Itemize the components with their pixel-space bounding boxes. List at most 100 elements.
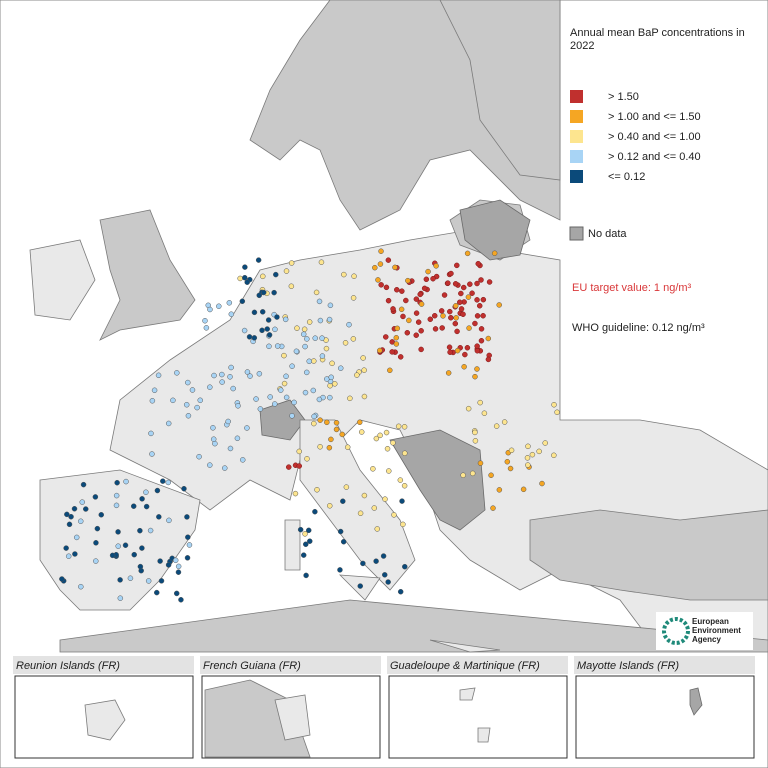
- station: [323, 345, 330, 352]
- eu-target: EU target value: 1 ng/m³: [572, 282, 692, 294]
- station: [184, 514, 190, 520]
- station: [378, 282, 384, 288]
- station: [341, 271, 347, 278]
- station: [293, 348, 300, 355]
- station: [385, 297, 392, 304]
- station: [239, 457, 246, 463]
- station: [114, 479, 120, 486]
- station: [228, 364, 234, 371]
- station: [421, 285, 428, 292]
- station: [92, 494, 99, 500]
- station: [431, 312, 438, 319]
- station: [73, 534, 80, 541]
- legend-label: > 0.40 and <= 1.00: [608, 131, 701, 143]
- station: [415, 319, 422, 325]
- station: [395, 423, 402, 430]
- station: [418, 346, 424, 353]
- station: [283, 268, 290, 274]
- station: [239, 298, 246, 305]
- station: [300, 331, 307, 337]
- station: [351, 273, 357, 279]
- station: [305, 527, 312, 534]
- station: [372, 264, 378, 271]
- station: [274, 343, 281, 349]
- station: [185, 412, 192, 419]
- station: [402, 450, 408, 456]
- station: [307, 538, 313, 544]
- station: [382, 496, 388, 502]
- station: [400, 521, 406, 528]
- station: [289, 413, 295, 419]
- station: [137, 563, 144, 570]
- inset-land: [477, 727, 491, 743]
- station: [154, 487, 161, 494]
- station: [347, 395, 353, 402]
- station: [399, 498, 405, 504]
- station: [291, 399, 297, 406]
- station: [117, 577, 123, 583]
- station: [311, 413, 317, 420]
- station: [340, 538, 347, 545]
- legend-swatch: [570, 90, 583, 103]
- station: [194, 404, 200, 411]
- station: [373, 558, 379, 564]
- station: [68, 513, 74, 520]
- station: [185, 534, 191, 540]
- station: [343, 484, 350, 490]
- station: [445, 370, 452, 376]
- station: [216, 303, 222, 310]
- station: [392, 264, 398, 271]
- station: [165, 562, 172, 568]
- ireland: [29, 239, 96, 321]
- station: [507, 465, 514, 472]
- station: [189, 387, 196, 393]
- station: [466, 325, 472, 331]
- station: [94, 525, 101, 532]
- station: [467, 281, 473, 287]
- station: [311, 358, 317, 364]
- station: [266, 332, 273, 338]
- station: [139, 545, 145, 551]
- station: [300, 552, 307, 558]
- station: [259, 327, 265, 334]
- station: [438, 308, 445, 314]
- finland: [439, 0, 561, 181]
- station: [227, 445, 234, 452]
- station: [430, 275, 436, 282]
- station: [257, 406, 264, 412]
- station: [285, 464, 292, 470]
- station: [259, 309, 266, 315]
- station: [554, 409, 560, 416]
- station: [472, 438, 479, 444]
- station: [143, 503, 150, 510]
- station: [327, 394, 333, 401]
- inset-land: [84, 699, 126, 741]
- station: [242, 274, 248, 281]
- station: [314, 486, 320, 493]
- station: [358, 429, 365, 435]
- station: [398, 306, 405, 313]
- station: [127, 575, 134, 582]
- station: [149, 451, 155, 457]
- inset-land: [274, 694, 311, 741]
- station: [460, 284, 467, 291]
- station: [297, 526, 304, 533]
- station: [453, 315, 459, 321]
- station: [155, 372, 162, 379]
- station: [337, 365, 344, 371]
- station: [397, 354, 404, 360]
- station: [454, 262, 460, 269]
- station: [265, 317, 272, 323]
- station: [478, 337, 485, 344]
- inset-header: [200, 656, 381, 674]
- station: [385, 257, 392, 263]
- station: [303, 572, 309, 579]
- station: [203, 325, 210, 331]
- station: [255, 257, 262, 263]
- station: [357, 419, 363, 426]
- station: [447, 308, 453, 315]
- station: [446, 344, 453, 350]
- station: [202, 317, 208, 324]
- station: [474, 313, 481, 319]
- station: [64, 511, 70, 518]
